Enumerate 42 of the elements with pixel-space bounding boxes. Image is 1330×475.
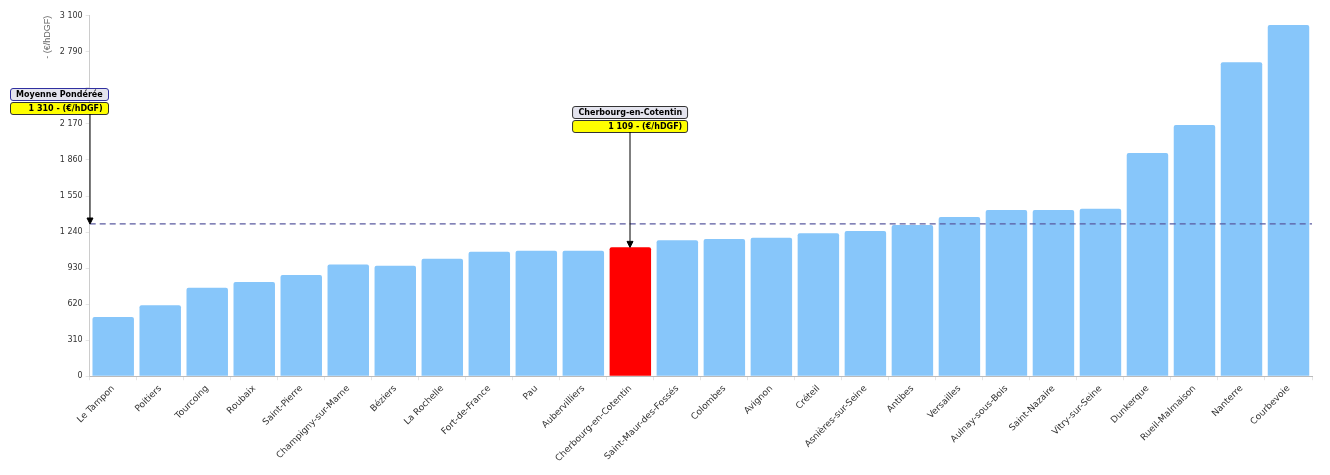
y-tick-label: 2 170 — [59, 119, 83, 129]
bar — [562, 250, 605, 376]
bar — [186, 287, 228, 376]
bar — [374, 265, 417, 376]
y-tick-label: 2 790 — [59, 46, 83, 56]
y-tick-label: 3 100 — [59, 10, 83, 20]
bar — [468, 251, 511, 376]
y-tick-label: 930 — [67, 263, 83, 273]
bar — [327, 264, 369, 376]
bar — [750, 237, 793, 376]
y-tick-label: 1 240 — [59, 227, 83, 237]
callout-box: Moyenne Pondérée — [10, 87, 109, 101]
bar — [139, 305, 181, 376]
bar — [515, 250, 558, 376]
bar — [891, 225, 934, 376]
bar — [1267, 25, 1310, 376]
bar — [609, 247, 652, 376]
bar — [421, 258, 464, 376]
y-tick-label: 1 550 — [59, 191, 83, 201]
callout-box: 1 310 - (€/hDGF) — [10, 101, 109, 115]
y-tick-label: 310 — [67, 335, 83, 345]
bar — [280, 275, 322, 376]
bar — [938, 216, 981, 376]
x-tick-label: Pau — [520, 383, 540, 402]
bar — [1079, 208, 1122, 376]
bar — [1220, 62, 1263, 376]
bar — [233, 282, 275, 376]
bar — [1126, 152, 1169, 376]
bar — [797, 233, 840, 376]
callout-box: Cherbourg-en-Cotentin — [572, 105, 689, 119]
callout-box: 1 109 - (€/hDGF) — [572, 119, 689, 133]
bar — [985, 209, 1028, 376]
y-axis-title: - (€/hDGF) — [41, 15, 52, 59]
y-tick-label: 1 860 — [59, 155, 83, 165]
bar — [703, 239, 746, 376]
bar — [1173, 125, 1216, 376]
y-tick-label: 620 — [67, 299, 83, 309]
y-tick-label: 0 — [77, 371, 83, 381]
bar — [1032, 209, 1075, 376]
bar — [844, 230, 887, 376]
bar — [656, 240, 699, 376]
bar — [92, 316, 134, 376]
